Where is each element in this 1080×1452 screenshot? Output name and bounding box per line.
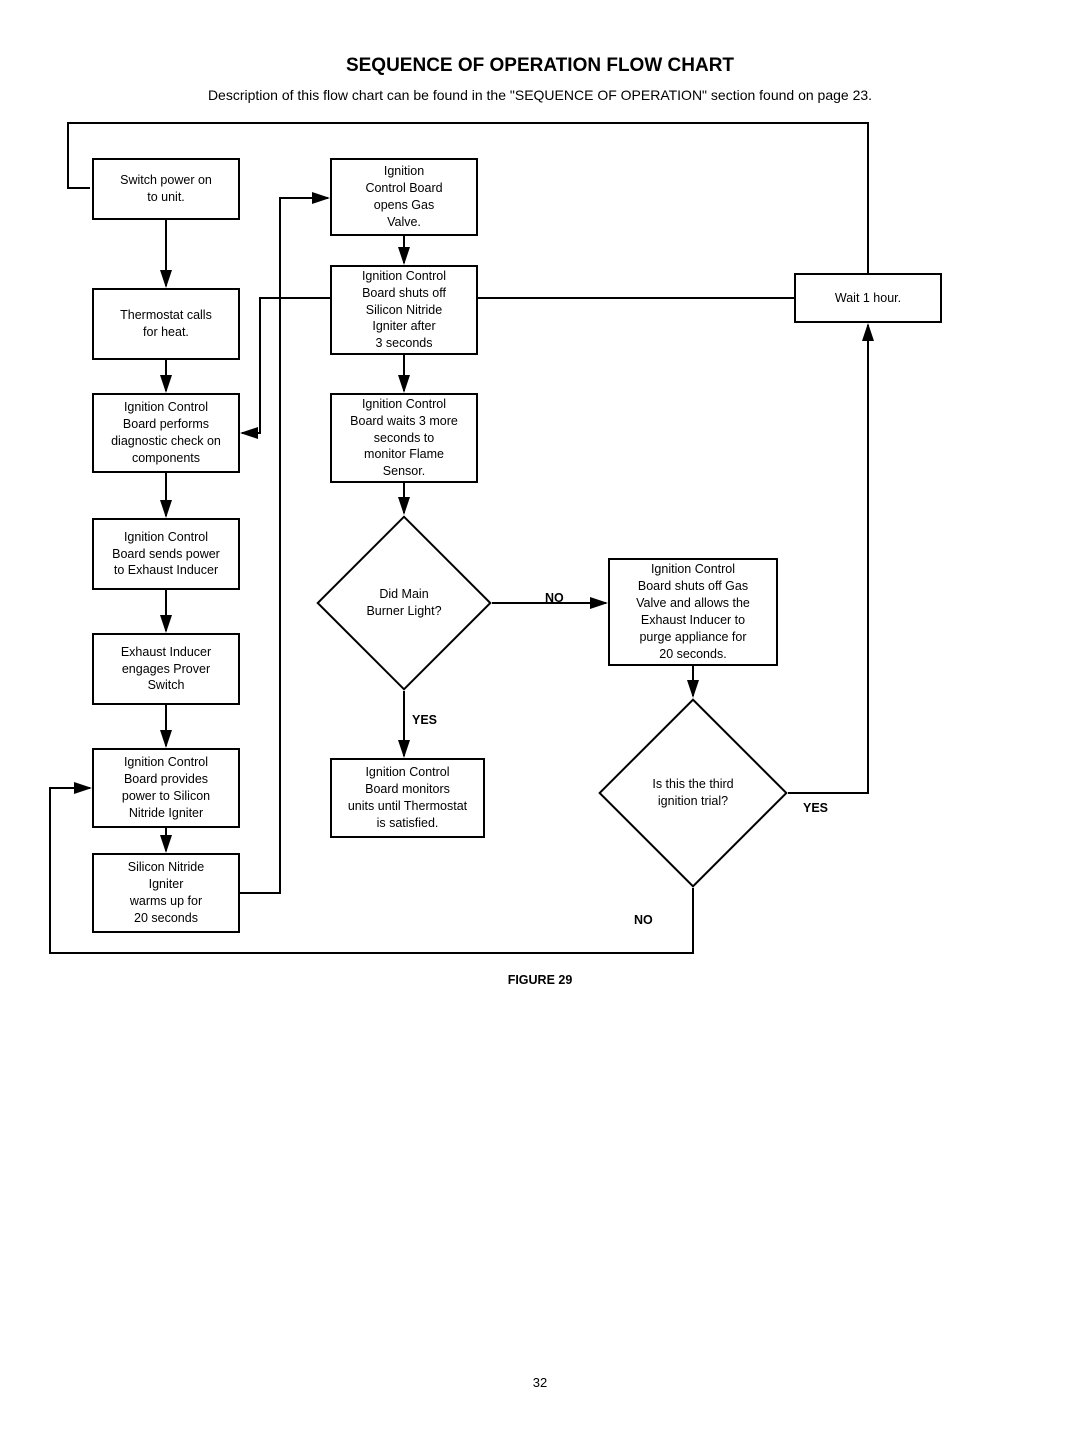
page-number: 32 [0,1375,1080,1390]
node-diagnostic-check: Ignition Control Board performs diagnost… [92,393,240,473]
node-shutoff-igniter: Ignition Control Board shuts off Silicon… [330,265,478,355]
node-igniter-power: Ignition Control Board provides power to… [92,748,240,828]
node-switch-power: Switch power on to unit. [92,158,240,220]
node-open-gas-valve: Ignition Control Board opens Gas Valve. [330,158,478,236]
figure-label: FIGURE 29 [0,973,1080,987]
decision-burner-light-label: Did Main Burner Light? [334,586,474,620]
node-prover-switch: Exhaust Inducer engages Prover Switch [92,633,240,705]
edge-label-d1-no: NO [545,591,564,605]
page-subtitle: Description of this flow chart can be fo… [0,87,1080,103]
page-title: SEQUENCE OF OPERATION FLOW CHART [0,55,1080,77]
node-exhaust-inducer-power: Ignition Control Board sends power to Ex… [92,518,240,590]
edge-label-d1-yes: YES [412,713,437,727]
decision-third-trial-label: Is this the third ignition trial? [623,776,763,810]
node-monitor-flame: Ignition Control Board waits 3 more seco… [330,393,478,483]
edge-label-d2-yes: YES [803,801,828,815]
edge-label-d2-no: NO [634,913,653,927]
node-shutoff-gas-purge: Ignition Control Board shuts off Gas Val… [608,558,778,666]
node-igniter-warmup: Silicon Nitride Igniter warms up for 20 … [92,853,240,933]
flowchart-canvas: Switch power on to unit. Thermostat call… [0,103,1080,1303]
node-monitor-until-satisfied: Ignition Control Board monitors units un… [330,758,485,838]
node-thermostat-calls: Thermostat calls for heat. [92,288,240,360]
node-wait-1-hour: Wait 1 hour. [794,273,942,323]
